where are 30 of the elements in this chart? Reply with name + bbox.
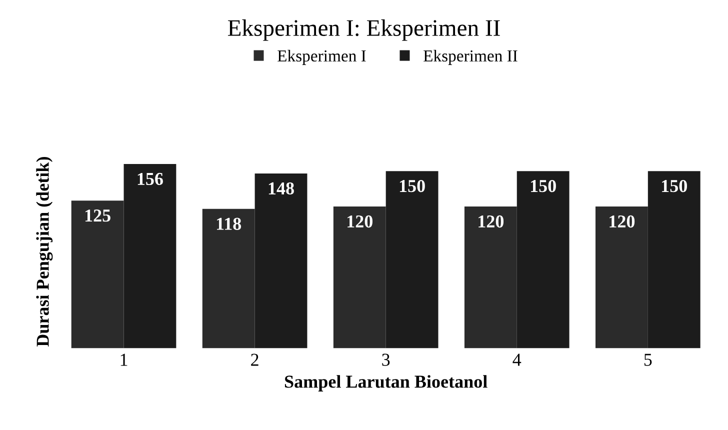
bar xyxy=(333,206,386,348)
data-label: 120 xyxy=(348,215,372,228)
bar xyxy=(124,164,176,348)
bar xyxy=(202,208,255,348)
x-tick-label: 1 xyxy=(120,354,128,366)
data-label: 120 xyxy=(610,215,635,228)
x-tick-label: 5 xyxy=(644,354,652,366)
x-tick-label: 2 xyxy=(251,354,258,366)
data-label: 150 xyxy=(530,180,556,192)
legend-label: Eksperimen II xyxy=(424,50,518,65)
data-label: 148 xyxy=(268,182,294,195)
bar xyxy=(464,206,517,348)
x-axis-title: Sampel Larutan Bioetanol xyxy=(284,375,488,392)
bar xyxy=(71,200,124,348)
x-tick-label: 3 xyxy=(382,354,390,366)
legend-label: Eksperimen I xyxy=(278,50,366,65)
chart-title: Eksperimen I: Eksperimen II xyxy=(228,19,500,41)
x-tick-label: 4 xyxy=(512,354,522,366)
data-label: 150 xyxy=(662,180,687,192)
bar xyxy=(386,171,438,348)
data-label: 125 xyxy=(85,210,110,222)
data-label: 156 xyxy=(138,172,163,186)
bar xyxy=(516,171,570,348)
y-axis-title: Durasi Pengujian (detik) xyxy=(36,157,53,347)
data-label: 118 xyxy=(216,218,242,230)
data-label: 150 xyxy=(400,180,425,192)
bar xyxy=(648,171,700,348)
bar xyxy=(596,206,648,348)
bar xyxy=(254,173,308,348)
data-label: 120 xyxy=(478,215,504,228)
